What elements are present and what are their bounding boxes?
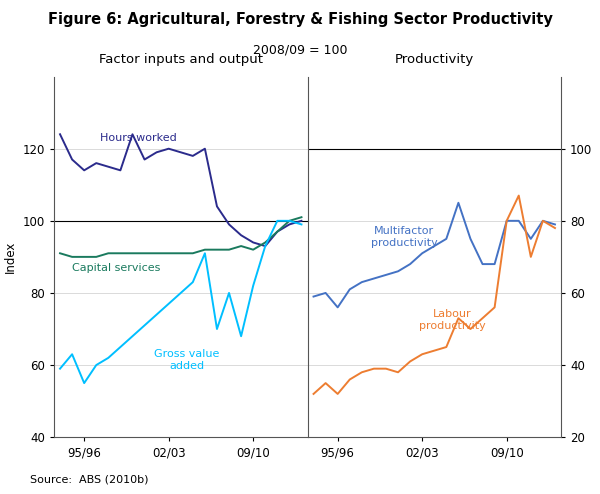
Text: Multifactor
productivity: Multifactor productivity <box>371 226 437 248</box>
Text: Capital services: Capital services <box>72 263 160 273</box>
Text: Gross value
added: Gross value added <box>154 349 220 370</box>
Y-axis label: Index: Index <box>596 241 600 273</box>
Text: 2008/09 = 100: 2008/09 = 100 <box>253 43 347 56</box>
Text: Labour
productivity: Labour productivity <box>419 309 486 331</box>
Y-axis label: Index: Index <box>4 241 17 273</box>
Text: Source:  ABS (2010b): Source: ABS (2010b) <box>30 474 149 484</box>
Text: Figure 6: Agricultural, Forestry & Fishing Sector Productivity: Figure 6: Agricultural, Forestry & Fishi… <box>47 12 553 27</box>
Text: Hours worked: Hours worked <box>100 133 177 143</box>
Text: Factor inputs and output: Factor inputs and output <box>99 53 263 66</box>
Text: Productivity: Productivity <box>395 53 474 66</box>
